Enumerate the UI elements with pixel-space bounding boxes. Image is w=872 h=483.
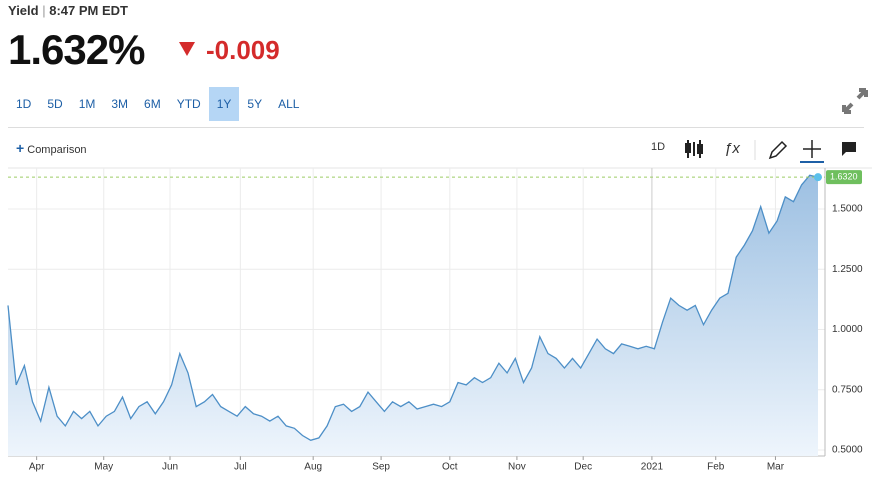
fullscreen-icon[interactable] bbox=[840, 86, 870, 116]
draw-icon[interactable] bbox=[768, 140, 788, 160]
range-button[interactable]: 1M bbox=[78, 97, 96, 111]
range-button[interactable]: 3M bbox=[111, 97, 129, 111]
separator bbox=[8, 127, 864, 128]
x-tick-label: May bbox=[94, 462, 113, 473]
crosshair-icon[interactable] bbox=[803, 140, 821, 158]
fx-icon[interactable]: ƒx bbox=[724, 140, 740, 157]
range-button[interactable]: 5D bbox=[47, 97, 63, 111]
down-arrow bbox=[179, 42, 195, 56]
candle-icon[interactable] bbox=[685, 140, 703, 158]
current-label: 1.6320 bbox=[830, 172, 858, 182]
x-tick-label: Mar bbox=[767, 462, 785, 473]
header-line: Yield | 8:47 PM EDT bbox=[8, 3, 128, 18]
y-tick-label: 1.0000 bbox=[832, 324, 863, 335]
line bbox=[7, 174, 819, 442]
y-tick-label: 0.5000 bbox=[832, 445, 863, 456]
range-button[interactable]: 1Y bbox=[208, 87, 240, 121]
area bbox=[8, 175, 818, 456]
x-tick-label: Sep bbox=[372, 462, 390, 473]
range-button[interactable]: 6M bbox=[144, 97, 161, 111]
x-tick-label: Dec bbox=[574, 462, 592, 473]
price: 1.632% bbox=[8, 26, 145, 73]
time: 8:47 PM EDT bbox=[49, 3, 128, 18]
x-tick-label: Jul bbox=[234, 462, 247, 473]
current-label-box bbox=[826, 170, 862, 185]
current-point bbox=[814, 173, 822, 182]
comparison-label: Comparison bbox=[27, 144, 87, 156]
x-tick-label: Jun bbox=[162, 462, 178, 473]
range-bar: 1D 5D 1M 3M 6M YTD 1Y 5Y ALL bbox=[8, 87, 307, 121]
range-button[interactable]: 1D bbox=[16, 97, 32, 111]
y-tick-label: 0.7500 bbox=[832, 384, 863, 395]
toolbar-icons: ƒx bbox=[685, 140, 856, 163]
range-button[interactable]: YTD bbox=[176, 97, 201, 111]
x-tick-label: Aug bbox=[304, 462, 322, 473]
x-tick-label: 2021 bbox=[641, 462, 664, 473]
range-button[interactable]: 5Y bbox=[247, 97, 263, 111]
chart: 0.5000 0.7500 1.0000 1.2500 1.5000 Apr May Jun J… bbox=[7, 167, 872, 473]
x-tick-label: Feb bbox=[707, 462, 725, 473]
x-tick-label: Apr bbox=[29, 462, 45, 473]
x-tick-label: Oct bbox=[442, 462, 458, 473]
label: Yield bbox=[8, 3, 39, 18]
comparison-button[interactable]: + Comparison bbox=[16, 140, 87, 156]
change: -0.009 bbox=[206, 35, 280, 65]
range-button[interactable]: ALL bbox=[278, 97, 300, 111]
y-tick-label: 1.2500 bbox=[832, 264, 863, 275]
comment-icon[interactable] bbox=[842, 142, 856, 156]
interval-button[interactable]: 1D bbox=[651, 141, 666, 153]
y-tick-label: 1.5000 bbox=[832, 204, 863, 215]
x-tick-label: Nov bbox=[508, 462, 526, 473]
